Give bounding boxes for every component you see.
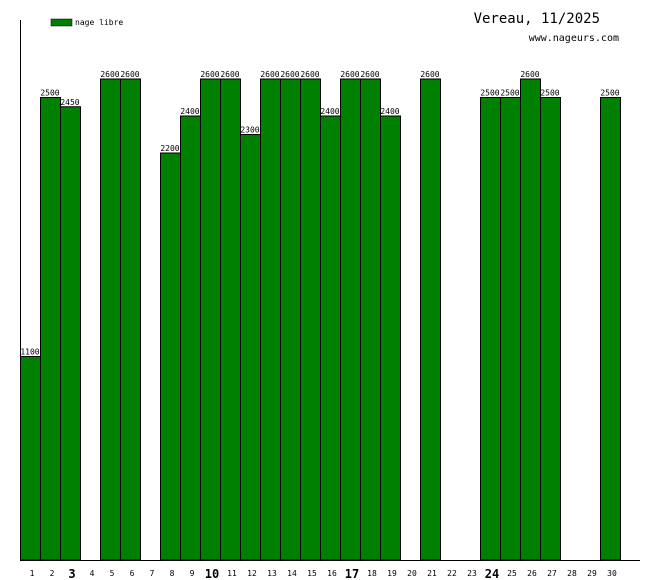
bar-day-25	[500, 97, 521, 561]
value-label-day-2: 2500	[40, 89, 59, 98]
x-tick-3: 3	[68, 567, 75, 580]
value-label-day-1: 1100	[20, 348, 39, 357]
value-label-day-25: 2500	[500, 89, 519, 98]
value-label-day-3: 2450	[60, 98, 79, 107]
bar-day-30	[600, 97, 621, 561]
x-tick-8: 8	[170, 569, 175, 578]
x-tick-20: 20	[407, 569, 417, 578]
x-tick-24: 24	[485, 567, 499, 580]
bar-day-18	[360, 78, 381, 561]
x-tick-19: 19	[387, 569, 397, 578]
bar-day-17	[340, 78, 361, 561]
x-tick-5: 5	[110, 569, 115, 578]
x-tick-16: 16	[327, 569, 337, 578]
bar-day-5	[100, 78, 121, 561]
x-tick-22: 22	[447, 569, 457, 578]
value-label-day-10: 2600	[200, 70, 219, 79]
bar-day-8	[160, 152, 181, 561]
x-ticks-layer: 1 2 3 4 5 6 7 8 9 10 11 12 13 14 15 16 17 18 19 20 21 22 23 24 2…	[30, 567, 617, 580]
value-label-day-27: 2500	[540, 89, 559, 98]
value-label-day-16: 2400	[320, 107, 339, 116]
value-label-day-19: 2400	[380, 107, 399, 116]
bar-day-14	[280, 78, 301, 561]
value-label-day-5: 2600	[100, 70, 119, 79]
x-tick-1: 1	[30, 569, 35, 578]
x-tick-12: 12	[247, 569, 257, 578]
chart-title: Vereau, 11/2025	[474, 11, 600, 27]
legend-swatch	[50, 18, 73, 27]
bar-day-3	[60, 106, 81, 561]
x-tick-25: 25	[507, 569, 517, 578]
x-tick-29: 29	[587, 569, 597, 578]
bar-day-10	[200, 78, 221, 561]
bar-day-13	[260, 78, 281, 561]
value-label-day-17: 2600	[340, 70, 359, 79]
x-tick-23: 23	[467, 569, 477, 578]
x-tick-28: 28	[567, 569, 577, 578]
value-label-day-12: 2300	[240, 126, 259, 135]
bar-day-11	[220, 78, 241, 561]
x-tick-10: 10	[205, 567, 219, 580]
x-tick-13: 13	[267, 569, 277, 578]
bar-day-24	[480, 97, 501, 561]
x-tick-26: 26	[527, 569, 537, 578]
value-label-day-24: 2500	[480, 89, 499, 98]
x-tick-9: 9	[190, 569, 195, 578]
x-tick-18: 18	[367, 569, 377, 578]
legend-label: nage libre	[75, 18, 123, 27]
value-label-day-8: 2200	[160, 144, 179, 153]
value-label-day-26: 2600	[520, 70, 539, 79]
x-tick-11: 11	[227, 569, 237, 578]
bar-day-1	[20, 356, 41, 561]
bar-day-21	[420, 78, 441, 561]
x-tick-21: 21	[427, 569, 437, 578]
x-tick-15: 15	[307, 569, 317, 578]
bar-day-16	[320, 115, 341, 561]
value-label-day-30: 2500	[600, 89, 619, 98]
bar-day-6	[120, 78, 141, 561]
bar-day-19	[380, 115, 401, 561]
x-tick-27: 27	[547, 569, 557, 578]
value-label-day-9: 2400	[180, 107, 199, 116]
value-label-day-13: 2600	[260, 70, 279, 79]
bar-day-9	[180, 115, 201, 561]
bar-day-2	[40, 97, 61, 561]
x-tick-7: 7	[150, 569, 155, 578]
value-label-day-6: 2600	[120, 70, 139, 79]
x-tick-2: 2	[50, 569, 55, 578]
site-url: www.nageurs.com	[529, 33, 619, 44]
bar-day-27	[540, 97, 561, 561]
bar-day-12	[240, 134, 261, 561]
bars-layer	[20, 78, 621, 561]
value-label-day-18: 2600	[360, 70, 379, 79]
x-tick-30: 30	[607, 569, 617, 578]
value-label-day-21: 2600	[420, 70, 439, 79]
x-tick-4: 4	[90, 569, 95, 578]
x-tick-6: 6	[130, 569, 135, 578]
bar-day-15	[300, 78, 321, 561]
bar-day-26	[520, 78, 541, 561]
value-label-day-11: 2600	[220, 70, 239, 79]
x-tick-17: 17	[345, 567, 359, 580]
value-label-day-14: 2600	[280, 70, 299, 79]
x-tick-14: 14	[287, 569, 297, 578]
value-label-day-15: 2600	[300, 70, 319, 79]
